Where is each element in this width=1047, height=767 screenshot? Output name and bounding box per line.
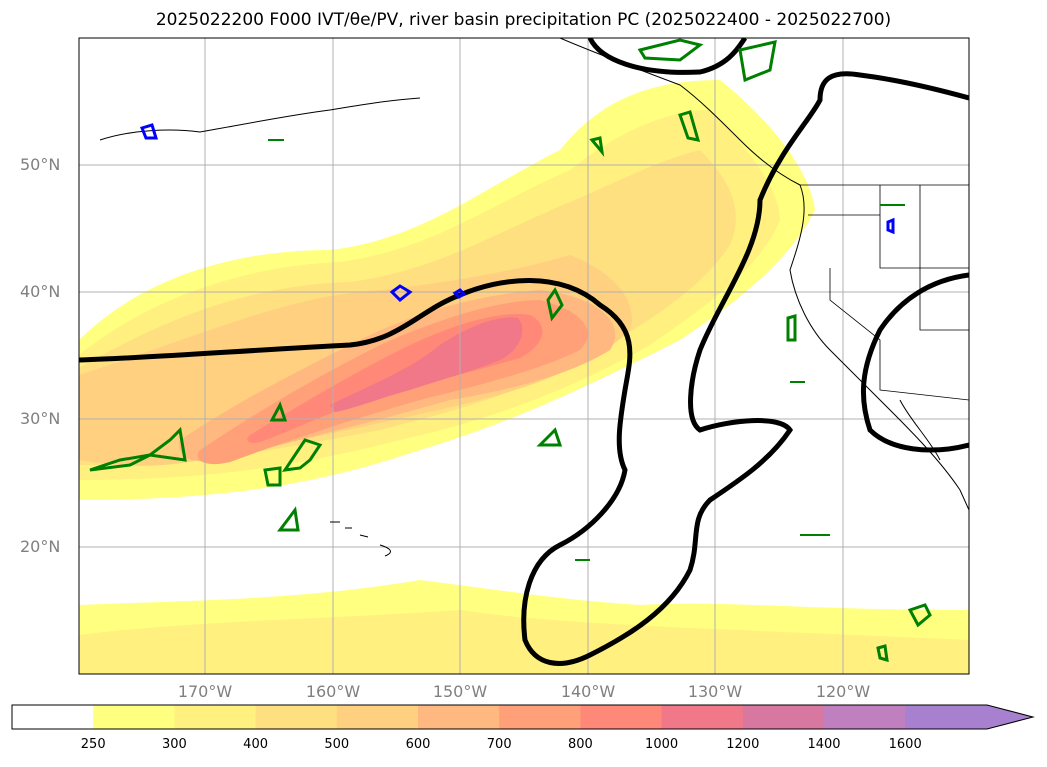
colorbar-tick-label: 1000 xyxy=(645,737,679,752)
pv-contours xyxy=(89,38,932,663)
lon-label-120w: 120°W xyxy=(815,682,871,701)
colorbar-tick-label: 500 xyxy=(324,737,350,752)
gridlines xyxy=(79,38,969,674)
colorbar-tick-label: 400 xyxy=(243,737,269,752)
ivt-shading xyxy=(79,80,969,674)
lat-label-40n: 40°N xyxy=(20,282,61,301)
lon-label-160w: 160°W xyxy=(305,682,361,701)
colorbar-segment xyxy=(336,705,419,729)
colorbar-tick-label: 600 xyxy=(405,737,431,752)
colorbar-segment xyxy=(255,705,338,729)
colorbar-segment xyxy=(418,705,500,729)
colorbar-tick-label: 700 xyxy=(486,737,512,752)
map-title: 2025022200 F000 IVT/θe/PV, river basin p… xyxy=(155,10,892,30)
colorbar-tick-label: 300 xyxy=(161,737,187,752)
lat-label-50n: 50°N xyxy=(20,155,61,174)
colorbar-tick-label: 1400 xyxy=(807,737,841,752)
blue-contours xyxy=(139,123,895,303)
ivt-band-1000 xyxy=(330,317,523,412)
colorbar-segment xyxy=(742,705,825,729)
colorbar-segment xyxy=(580,705,663,729)
lon-label-150w: 150°W xyxy=(432,682,488,701)
colorbar-segment xyxy=(174,705,257,729)
colorbar-segment xyxy=(93,705,175,729)
theta-e-contours xyxy=(79,38,969,666)
colorbar-tick-label: 1200 xyxy=(726,737,760,752)
colorbar-tick-label: 800 xyxy=(567,737,593,752)
lon-label-170w: 170°W xyxy=(177,682,233,701)
plot-frame xyxy=(78,37,970,675)
colorbar-tick-label: 250 xyxy=(80,737,106,752)
colorbar-segment xyxy=(905,705,1033,729)
lon-label-130w: 130°W xyxy=(687,682,743,701)
lon-label-140w: 140°W xyxy=(560,682,616,701)
colorbar-segment xyxy=(661,705,744,729)
colorbar xyxy=(11,704,1035,730)
colorbar-tick-label: 1600 xyxy=(888,737,922,752)
colorbar-segment xyxy=(824,705,906,729)
lat-label-20n: 20°N xyxy=(20,537,61,556)
colorbar-segment xyxy=(12,705,94,729)
lat-label-30n: 30°N xyxy=(20,409,61,428)
coastlines xyxy=(99,38,969,557)
colorbar-segment xyxy=(499,705,581,729)
